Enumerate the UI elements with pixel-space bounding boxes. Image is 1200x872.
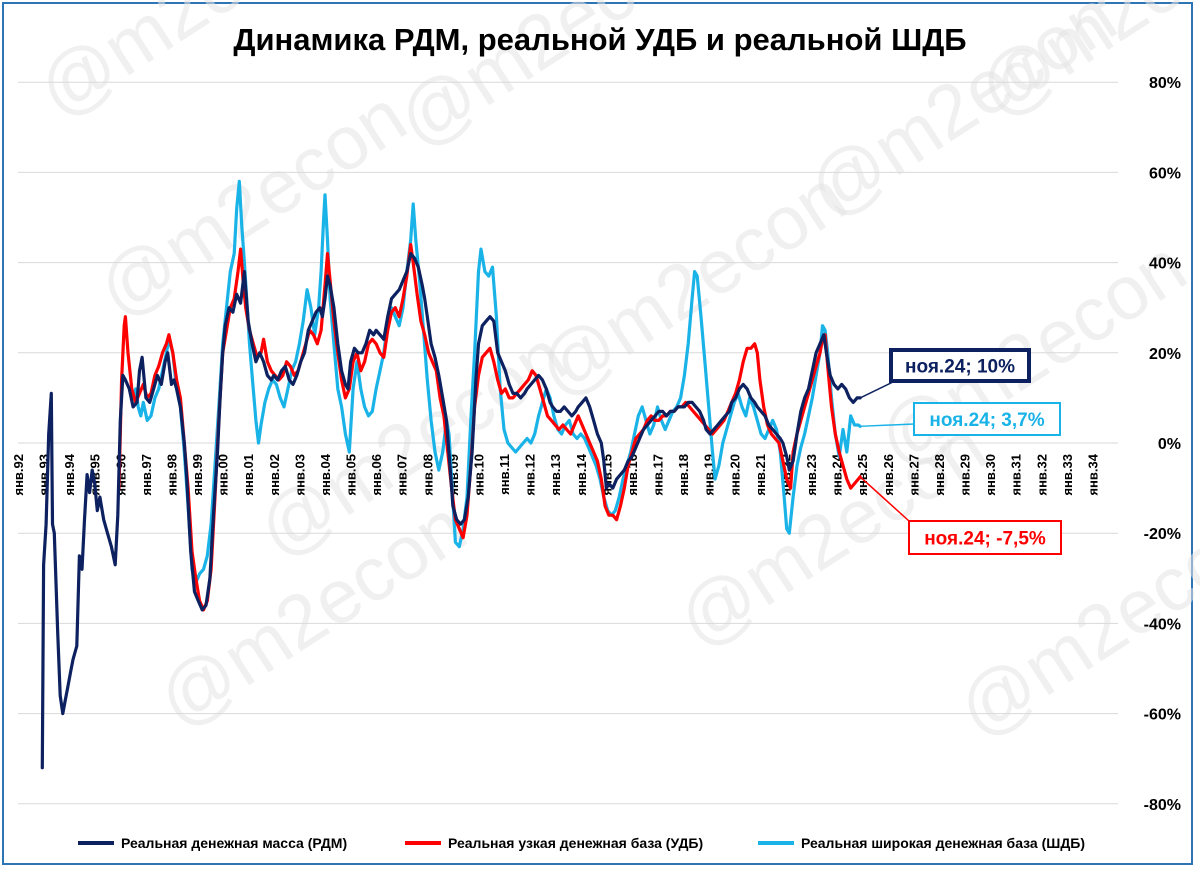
legend-label: Реальная широкая денежная база (ШДБ)	[801, 835, 1085, 851]
x-tick-label: янв.28	[932, 454, 947, 496]
x-tick-label: янв.94	[62, 453, 77, 495]
y-tick-label: -40%	[1144, 616, 1181, 633]
x-tick-label: янв.31	[1009, 454, 1024, 496]
x-tick-label: янв.12	[523, 454, 538, 496]
x-tick-label: янв.29	[958, 454, 973, 496]
y-tick-label: 40%	[1149, 256, 1181, 273]
x-tick-label: янв.05	[344, 454, 359, 496]
x-tick-label: янв.92	[11, 454, 26, 496]
legend-label: Реальная узкая денежная база (УДБ)	[448, 835, 703, 851]
x-tick-label: янв.03	[292, 454, 307, 496]
x-tick-label: янв.01	[241, 454, 256, 496]
annotation-box-inner	[893, 352, 1027, 379]
x-tick-label: янв.26	[881, 454, 896, 496]
annotation-leader	[860, 423, 915, 428]
x-tick-label: янв.98	[164, 454, 179, 496]
chart-title: Динамика РДМ, реальной УДБ и реальной ШД…	[233, 22, 966, 57]
series-line	[117, 243, 862, 612]
x-tick-label: янв.25	[855, 454, 870, 496]
x-tick-label: янв.33	[1060, 454, 1075, 496]
watermark-text: @m2econ	[83, 74, 421, 335]
x-tick-label: янв.10	[471, 454, 486, 496]
y-tick-label: 20%	[1149, 346, 1181, 363]
x-tick-label: янв.20	[727, 454, 742, 496]
series-line	[40, 252, 862, 770]
y-tick-label: 60%	[1149, 165, 1181, 182]
x-tick-label: янв.97	[139, 454, 154, 496]
annotation-box	[913, 402, 1061, 436]
x-tick-label: янв.23	[804, 454, 819, 496]
x-tick-label: янв.32	[1034, 454, 1049, 496]
y-axis-ticks: 80% 60% 40% 20% 0% -20% -40% -60% -80%	[1144, 75, 1181, 814]
watermark-text: @m2econ	[963, 0, 1200, 134]
x-tick-label: янв.06	[369, 454, 384, 496]
x-tick-label: янв.07	[395, 454, 410, 496]
x-tick-label: янв.18	[676, 454, 691, 496]
x-tick-label: янв.11	[497, 454, 512, 495]
annotation-label: ноя.24; -7,5%	[924, 529, 1046, 550]
watermark-text: @m2econ	[23, 0, 361, 134]
annotation-label: ноя.24; 3,7%	[929, 410, 1044, 431]
x-axis-ticks: янв.92 янв.93 янв.94 янв.95 янв.96 янв.97 янв.…	[11, 453, 1100, 495]
legend-label: Реальная денежная масса (РДМ)	[121, 835, 347, 851]
annotation-leader	[859, 381, 894, 399]
x-tick-label: янв.99	[190, 454, 205, 496]
x-tick-label: янв.27	[906, 454, 921, 496]
y-tick-label: 0%	[1158, 436, 1181, 453]
x-tick-label: янв.21	[753, 454, 768, 496]
y-tick-label: 80%	[1149, 75, 1181, 92]
y-tick-label: -80%	[1144, 797, 1181, 814]
x-tick-label: янв.14	[574, 453, 589, 495]
y-tick-label: -20%	[1144, 526, 1181, 543]
x-tick-label: янв.04	[318, 453, 333, 495]
legend: Реальная денежная масса (РДМ) Реальная уз…	[78, 835, 1085, 851]
x-tick-label: янв.13	[548, 454, 563, 496]
x-tick-label: янв.34	[1085, 453, 1100, 495]
x-tick-label: янв.02	[267, 454, 282, 496]
annotation-box	[908, 520, 1062, 555]
x-tick-label: янв.00	[216, 454, 231, 496]
annotation-leader	[859, 476, 910, 522]
x-tick-label: янв.17	[651, 454, 666, 496]
x-tick-label: янв.30	[983, 454, 998, 496]
annotation-label: ноя.24; 10%	[905, 357, 1015, 378]
annotation-layer: ноя.24; 10% ноя.24; 3,7% ноя.24; -7,5%	[859, 348, 1062, 555]
series-layer	[40, 179, 862, 770]
x-tick-label: янв.08	[420, 454, 435, 496]
y-tick-label: -60%	[1144, 707, 1181, 724]
